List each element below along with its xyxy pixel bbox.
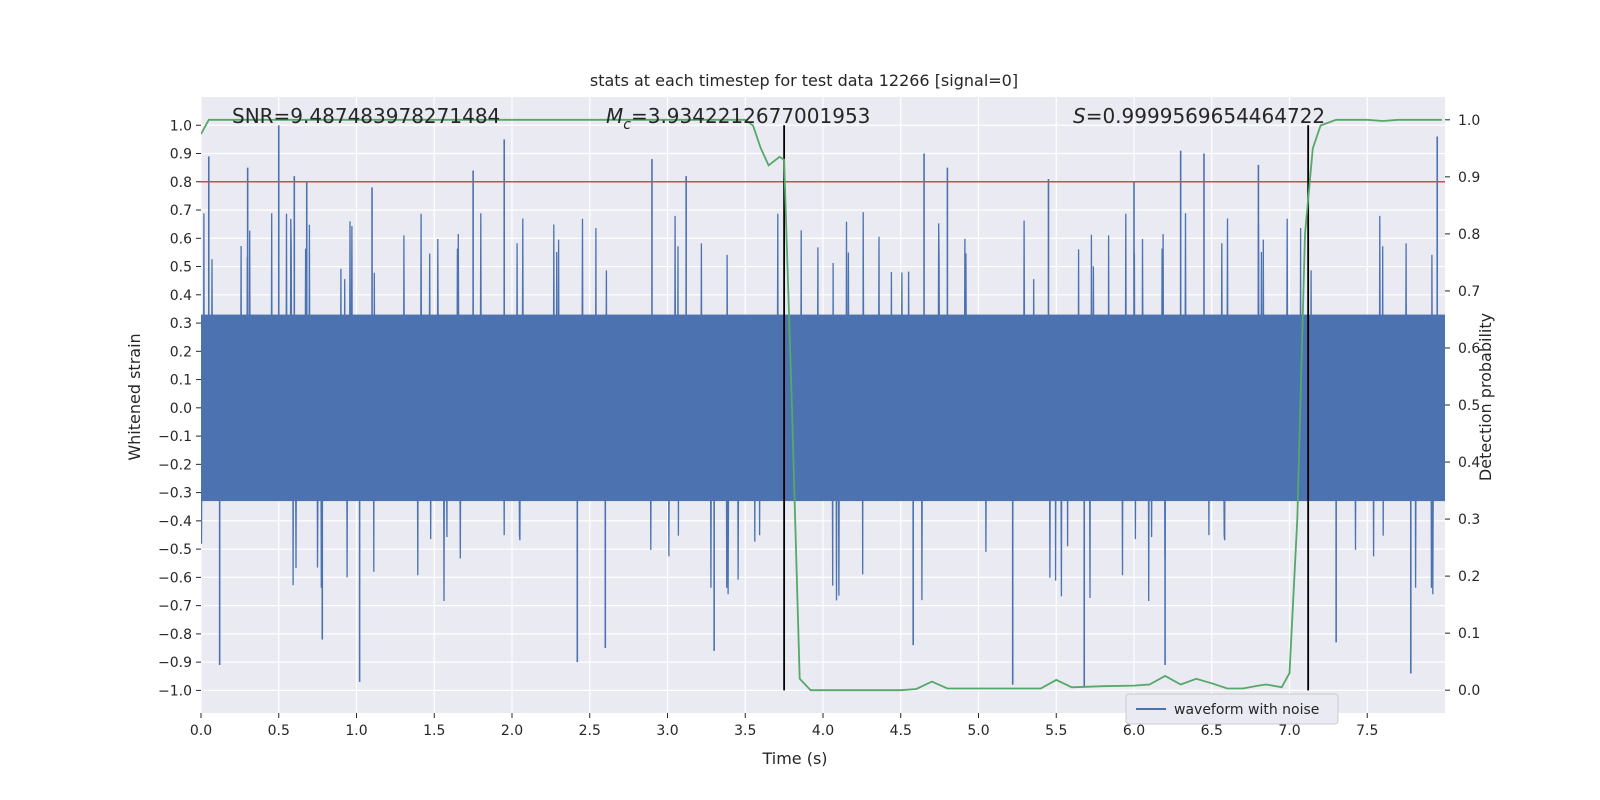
- x-tick-label: 0.5: [268, 723, 290, 739]
- left-y-tick-label: 1.0: [170, 118, 192, 134]
- right-y-tick-label: 0.6: [1458, 341, 1480, 357]
- right-y-tick-label: 0.2: [1458, 569, 1480, 585]
- right-y-tick-label: 1.0: [1458, 113, 1480, 129]
- left-y-axis-label: Whitened strain: [125, 333, 144, 460]
- x-tick-label: 0.0: [190, 723, 212, 739]
- x-tick-label: 2.0: [501, 723, 523, 739]
- left-y-tick-label: −0.7: [158, 599, 192, 615]
- legend-label: waveform with noise: [1174, 702, 1319, 718]
- x-tick-label: 6.0: [1123, 723, 1145, 739]
- left-y-tick-label: −0.1: [158, 429, 192, 445]
- legend-box: [1125, 693, 1339, 725]
- x-tick-label: 7.0: [1278, 723, 1300, 739]
- x-tick-label: 6.5: [1201, 723, 1223, 739]
- x-axis-label: Time (s): [761, 749, 827, 768]
- right-y-tick-label: 0.8: [1458, 227, 1480, 243]
- x-tick-label: 1.0: [345, 723, 367, 739]
- left-y-tick-label: −0.9: [158, 655, 192, 671]
- x-tick-label: 3.5: [734, 723, 756, 739]
- left-y-tick-label: 0.7: [170, 203, 192, 219]
- legend: waveform with noise: [1125, 693, 1339, 725]
- snr-annotation: SNR=9.487483978271484: [232, 104, 500, 128]
- x-tick-label: 1.5: [423, 723, 445, 739]
- chirp-mass-symbol: M: [606, 104, 623, 128]
- left-y-tick-label: 0.6: [170, 231, 192, 247]
- left-y-tick-label: −0.4: [158, 514, 192, 530]
- left-y-tick-label: −0.6: [158, 570, 192, 586]
- left-y-tick-label: 0.9: [170, 147, 192, 163]
- left-y-tick-label: −1.0: [158, 683, 192, 699]
- right-y-tick-label: 0.5: [1458, 398, 1480, 414]
- left-y-tick-label: 0.2: [170, 344, 192, 360]
- x-tick-label: 2.5: [579, 723, 601, 739]
- right-y-axis-label: Detection probability: [1476, 313, 1495, 481]
- right-y-tick-label: 0.0: [1458, 683, 1480, 699]
- right-y-tick-label: 0.1: [1458, 626, 1480, 642]
- left-y-tick-label: −0.8: [158, 627, 192, 643]
- s-annotation: S=0.9999569654464722: [1073, 104, 1325, 128]
- left-y-tick-label: 0.0: [170, 401, 192, 417]
- chirp-mass-annotation: Mc=3.9342212677001953: [606, 104, 870, 133]
- left-y-tick-label: −0.3: [158, 486, 192, 502]
- left-y-tick-label: 0.1: [170, 373, 192, 389]
- x-tick-label: 4.0: [812, 723, 834, 739]
- left-y-tick-label: 0.8: [170, 175, 192, 191]
- left-y-axis-ticks: 1.0 0.9 0.8 0.7 0.6 0.5 0.4 0.3 0.2 0.1 0.0 −0.1 −0.…: [158, 118, 201, 699]
- s-value: =0.9999569654464722: [1086, 104, 1325, 128]
- x-axis-ticks: 0.0 0.5 1.0 1.5 2.0 2.5 3.0 3.5 4.0 4.5 5.0 5.5 6.0 6…: [190, 713, 1378, 739]
- detection-probability-line: [201, 118, 1442, 692]
- left-y-tick-label: 0.3: [170, 316, 192, 332]
- s-symbol: S: [1073, 104, 1086, 128]
- left-y-tick-label: −0.5: [158, 542, 192, 558]
- chirp-mass-subscript: c: [623, 117, 631, 133]
- right-y-tick-label: 0.3: [1458, 512, 1480, 528]
- right-y-axis-ticks: 1.0 0.9 0.8 0.7 0.6 0.5 0.4 0.3 0.2 0.1 0.0: [1445, 113, 1480, 699]
- chirp-mass-value: =3.9342212677001953: [631, 104, 870, 128]
- left-y-tick-label: 0.5: [170, 260, 192, 276]
- x-tick-label: 5.5: [1045, 723, 1067, 739]
- waveform-core-band: [201, 314, 1445, 502]
- waveform-series: [201, 125, 1445, 688]
- right-y-tick-label: 0.4: [1458, 455, 1480, 471]
- left-y-tick-label: 0.4: [170, 288, 192, 304]
- left-y-tick-label: −0.2: [158, 457, 192, 473]
- right-y-tick-label: 0.7: [1458, 284, 1480, 300]
- chart-title: stats at each timestep for test data 122…: [590, 71, 1018, 90]
- x-tick-label: 3.0: [656, 723, 678, 739]
- right-y-tick-label: 0.9: [1458, 170, 1480, 186]
- vertical-markers: [783, 125, 1310, 691]
- x-tick-label: 7.5: [1356, 723, 1378, 739]
- x-tick-label: 5.0: [967, 723, 989, 739]
- x-tick-label: 4.5: [890, 723, 912, 739]
